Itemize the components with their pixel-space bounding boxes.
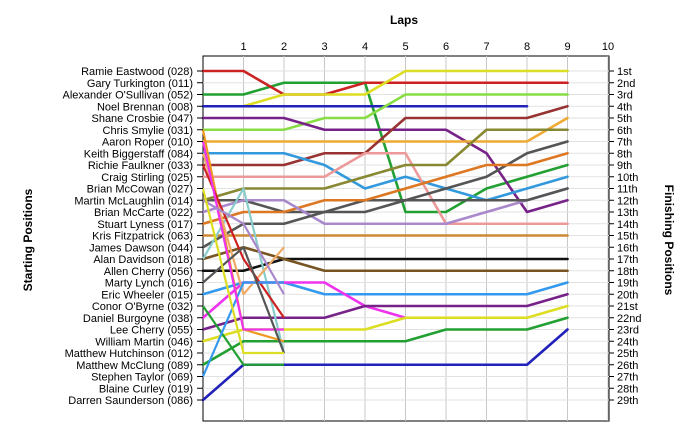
starting-position-label: William Martin (046) bbox=[95, 336, 193, 348]
finishing-position-label: 4th bbox=[617, 101, 632, 113]
series-line bbox=[201, 187, 569, 226]
series-line bbox=[201, 281, 407, 320]
starting-position-label: Stephen Taylor (069) bbox=[91, 372, 193, 384]
finishing-position-label: 8th bbox=[617, 148, 632, 160]
starting-position-label: Alan Davidson (018) bbox=[93, 254, 193, 266]
right-axis-title: Finishing Positions bbox=[662, 185, 676, 296]
starting-position-label: Brian McCowan (027) bbox=[87, 184, 193, 196]
series-line bbox=[201, 245, 569, 273]
finishing-position-label: 10th bbox=[617, 172, 638, 184]
finishing-position-label: 27th bbox=[617, 372, 638, 384]
lap-tick-label: 10 bbox=[602, 41, 614, 53]
series-layer bbox=[201, 69, 569, 402]
series-line bbox=[201, 116, 569, 214]
retired-line bbox=[202, 305, 284, 366]
starting-position-label: Stuart Lyness (017) bbox=[97, 219, 193, 231]
starting-position-label: Marty Lynch (016) bbox=[105, 278, 193, 290]
starting-position-label: Conor O'Byrne (032) bbox=[92, 301, 193, 313]
starting-position-label: Martin McLaughlin (014) bbox=[74, 195, 193, 207]
finishing-position-label: 22nd bbox=[617, 313, 641, 325]
finishing-position-label: 1st bbox=[617, 66, 632, 78]
finishing-position-label: 21st bbox=[617, 301, 638, 313]
series-line bbox=[201, 257, 569, 273]
starting-position-label: Blaine Curley (019) bbox=[99, 383, 193, 395]
finishing-position-label: 9th bbox=[617, 160, 632, 172]
retired-line bbox=[201, 188, 284, 355]
retired-line bbox=[201, 141, 284, 331]
finishing-position-label: 19th bbox=[617, 278, 638, 290]
starting-position-label: Shane Crosbie (047) bbox=[91, 113, 193, 125]
series-line bbox=[201, 128, 569, 202]
starting-position-label: Matthew McClung (089) bbox=[76, 360, 193, 372]
starting-position-label: Lee Cherry (055) bbox=[110, 325, 193, 337]
starting-position-label: Chris Smylie (031) bbox=[103, 125, 193, 137]
finishing-position-label: 5th bbox=[617, 113, 632, 125]
series-line bbox=[201, 151, 569, 226]
finishing-position-label: 13th bbox=[617, 207, 638, 219]
starting-position-label: Ramie Eastwood (028) bbox=[81, 66, 193, 78]
finishing-position-label: 7th bbox=[617, 137, 632, 149]
lap-tick-label: 6 bbox=[443, 41, 449, 53]
starting-position-label: Matthew Hutchinson (012) bbox=[65, 348, 193, 360]
finishing-position-label: 12th bbox=[617, 195, 638, 207]
starting-position-label: Gary Turkington (011) bbox=[87, 78, 193, 90]
finishing-position-label: 28th bbox=[617, 383, 638, 395]
lap-tick-label: 2 bbox=[281, 41, 287, 53]
starting-position-label: Eric Wheeler (015) bbox=[101, 289, 193, 301]
lap-tick-label: 4 bbox=[362, 41, 368, 53]
series-line bbox=[201, 93, 569, 132]
series-line bbox=[201, 104, 569, 167]
starting-position-label: Noel Brennan (008) bbox=[97, 101, 193, 113]
series-line bbox=[201, 69, 569, 108]
labels-layer: Ramie Eastwood (028)Gary Turkington (011… bbox=[62, 66, 641, 407]
series-line bbox=[201, 151, 569, 202]
starting-position-label: Craig Stirling (025) bbox=[101, 172, 193, 184]
retired-line bbox=[202, 246, 286, 354]
retired-line bbox=[202, 199, 285, 295]
finishing-position-label: 3rd bbox=[617, 90, 633, 102]
finishing-position-label: 18th bbox=[617, 266, 638, 278]
finishing-position-label: 20th bbox=[617, 289, 638, 301]
finishing-position-label: 2nd bbox=[617, 78, 635, 90]
finishing-position-label: 26th bbox=[617, 360, 638, 372]
finishing-position-label: 17th bbox=[617, 254, 638, 266]
starting-position-label: Daniel Burgoyne (038) bbox=[83, 313, 193, 325]
starting-position-label: Darren Saunderson (086) bbox=[68, 395, 193, 407]
starting-position-label: Allen Cherry (056) bbox=[104, 266, 193, 278]
series-line bbox=[201, 116, 569, 143]
finishing-position-label: 25th bbox=[617, 348, 638, 360]
starting-position-label: Richie Faulkner (033) bbox=[88, 160, 193, 172]
series-line bbox=[201, 151, 569, 226]
starting-position-label: Kris Fitzpatrick (063) bbox=[92, 231, 193, 243]
ticks-layer: 1 2 3 4 5 6 7 8 9 10 bbox=[240, 41, 614, 53]
finishing-position-label: 6th bbox=[617, 125, 632, 137]
retired-line bbox=[201, 281, 284, 377]
finishing-position-label: 15th bbox=[617, 231, 638, 243]
starting-position-label: Brian McCarte (022) bbox=[94, 207, 193, 219]
series-line bbox=[201, 292, 569, 331]
finishing-position-label: 23rd bbox=[617, 325, 639, 337]
finishing-position-label: 29th bbox=[617, 395, 638, 407]
retired-line bbox=[201, 164, 285, 319]
lap-tick-label: 5 bbox=[402, 41, 408, 53]
starting-position-label: Aaron Roper (010) bbox=[102, 137, 193, 149]
lap-tick-label: 7 bbox=[483, 41, 489, 53]
lap-tick-label: 3 bbox=[321, 41, 327, 53]
finishing-position-label: 16th bbox=[617, 242, 638, 254]
series-line bbox=[201, 187, 569, 249]
fan-layer bbox=[201, 129, 286, 377]
x-axis-title: Laps bbox=[390, 13, 418, 27]
finishing-position-label: 14th bbox=[617, 219, 638, 231]
finishing-position-label: 24th bbox=[617, 336, 638, 348]
starting-position-label: James Dawson (044) bbox=[89, 242, 193, 254]
lap-tick-label: 8 bbox=[524, 41, 530, 53]
series-line bbox=[201, 316, 569, 367]
left-axis-title: Starting Positions bbox=[21, 188, 35, 291]
lap-tick-label: 1 bbox=[240, 41, 246, 53]
lap-tick-label: 9 bbox=[564, 41, 570, 53]
finishing-position-label: 11th bbox=[617, 184, 638, 196]
starting-position-label: Alexander O'Sullivan (052) bbox=[62, 90, 193, 102]
starting-position-label: Keith Biggerstaff (084) bbox=[84, 148, 193, 160]
